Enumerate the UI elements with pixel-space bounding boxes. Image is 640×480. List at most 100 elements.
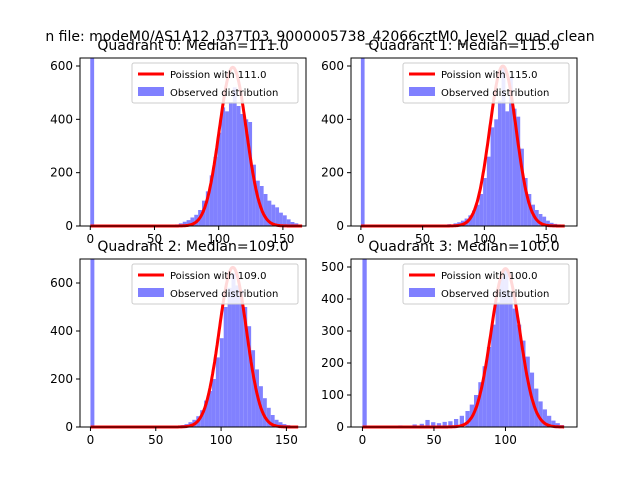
hist-bar — [442, 421, 447, 427]
hist-bar — [479, 194, 484, 226]
hist-bar — [219, 338, 224, 427]
legend-hist-swatch — [409, 87, 435, 96]
legend-fit-label: Poission with 100.0 — [441, 271, 537, 282]
subplot-title: Quadrant 0: Median=111.0 — [97, 38, 288, 54]
hist-bar — [252, 164, 256, 226]
subplot-title: Quadrant 2: Median=109.0 — [97, 239, 288, 255]
legend: Poission with 111.0 Observed distribution — [131, 62, 299, 104]
hist-bar — [251, 350, 256, 427]
y-tick-label: 300 — [321, 324, 344, 338]
histogram-bars — [360, 58, 565, 227]
hist-bar — [223, 307, 228, 427]
x-tick-label: 50 — [147, 232, 162, 246]
hist-bar — [240, 114, 245, 226]
y-tick-label: 200 — [50, 372, 73, 386]
legend-hist-label: Observed distribution — [170, 289, 278, 300]
hist-bar — [244, 119, 249, 226]
y-tick-label: 400 — [321, 292, 344, 306]
hist-bar — [483, 178, 487, 226]
hist-bar — [243, 307, 248, 427]
legend: Poission with 100.0 Observed distribution — [402, 263, 570, 305]
y-tick-label: 600 — [50, 276, 73, 290]
hist-bar — [209, 175, 214, 226]
hist-bar — [248, 122, 253, 226]
legend-hist-label: Observed distribution — [170, 88, 278, 99]
hist-bar — [516, 324, 522, 427]
legend-fit-label: Poission with 109.0 — [170, 271, 266, 282]
hist-bar — [255, 180, 260, 226]
hist-bar — [453, 419, 459, 427]
x-tick-label: 50 — [415, 232, 430, 246]
hist-bar — [213, 156, 218, 226]
hist-bar — [472, 210, 476, 226]
hist-bar — [525, 356, 530, 427]
y-tick-label: 0 — [336, 420, 344, 434]
hist-bar — [231, 273, 236, 427]
hist-bar — [499, 276, 505, 427]
legend-box — [131, 62, 299, 104]
hist-bar — [512, 108, 517, 226]
x-tick-label: 100 — [210, 433, 233, 447]
hist-bar — [236, 106, 241, 226]
legend: Poission with 115.0 Observed distribution — [402, 62, 570, 104]
hist-bar — [282, 215, 287, 226]
x-tick-label: 0 — [87, 433, 95, 447]
hist-bar — [551, 420, 556, 427]
legend-box — [402, 62, 570, 104]
hist-bar — [239, 290, 244, 427]
axes-frame — [350, 258, 578, 428]
axes-frame — [79, 57, 307, 227]
hist-bar — [419, 423, 424, 427]
hist-bar — [486, 156, 491, 226]
figure-suptitle: n file: modeM0/AS1A12_037T03_9000005738_… — [45, 29, 594, 45]
legend-fit-label: Poission with 115.0 — [441, 70, 537, 81]
hist-bar — [527, 194, 532, 226]
x-tick-label: 100 — [473, 232, 496, 246]
hist-bar — [235, 285, 240, 427]
y-tick-label: 0 — [65, 219, 73, 233]
hist-bar — [546, 220, 550, 226]
subplot-quadrant-1: 0 50 100 150 0 200 400 600 Quadrant 1: Median=11… — [321, 38, 578, 246]
hist-bar — [486, 347, 492, 427]
hist-bar — [542, 409, 547, 427]
legend-hist-swatch — [138, 87, 164, 96]
hist-bar — [205, 191, 210, 226]
x-tick-label: 0 — [86, 232, 94, 246]
x-tick-label: 150 — [275, 433, 298, 447]
y-tick-label: 600 — [50, 59, 73, 73]
hist-bar — [504, 270, 509, 427]
hist-bar — [431, 422, 436, 427]
legend-box — [402, 263, 570, 305]
hist-bar — [182, 221, 187, 226]
subplot-grid: 0 50 100 150 0 200 400 600 Quadrant 0: Median=11… — [50, 38, 578, 447]
hist-bar — [204, 400, 209, 427]
hist-bar — [516, 116, 521, 226]
hist-bar — [271, 204, 276, 226]
x-tick-label: 50 — [148, 433, 163, 447]
legend-hist-label: Observed distribution — [441, 88, 549, 99]
x-tick-label: 0 — [359, 433, 367, 447]
hist-bar — [494, 119, 498, 226]
hist-bar — [266, 407, 271, 427]
hist-bar — [211, 379, 216, 427]
hist-bar — [208, 391, 212, 427]
y-tick-label: 200 — [50, 166, 73, 180]
hist-bar — [495, 302, 500, 427]
hist-bar — [505, 111, 510, 226]
hist-bar — [482, 366, 487, 427]
hist-bar — [436, 423, 442, 427]
hist-bar — [232, 87, 237, 226]
hist-bar — [448, 421, 453, 427]
x-tick-label: 150 — [535, 232, 558, 246]
y-tick-label: 200 — [321, 356, 344, 370]
hist-bar — [490, 127, 495, 226]
x-tick-label: 0 — [357, 232, 365, 246]
hist-bar — [90, 259, 95, 427]
hist-bar — [509, 76, 513, 227]
legend-hist-swatch — [409, 288, 435, 297]
hist-bar — [247, 326, 252, 427]
hist-bar — [521, 340, 526, 427]
hist-bar — [538, 401, 543, 427]
hist-bar — [90, 58, 95, 226]
hist-bar — [491, 324, 496, 427]
